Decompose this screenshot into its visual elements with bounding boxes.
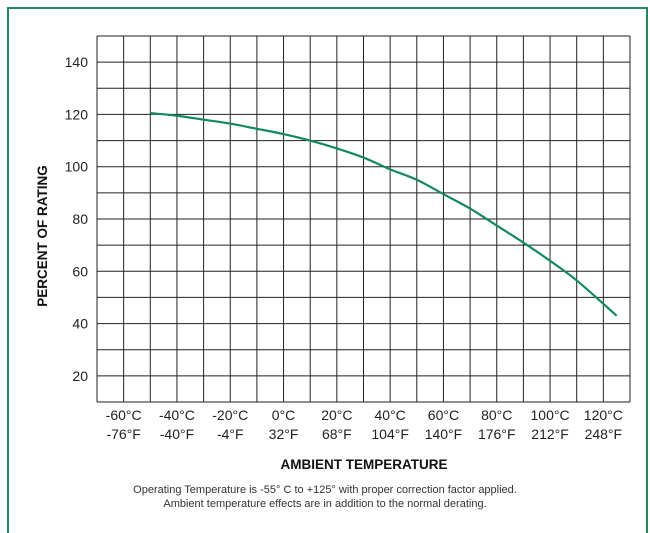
- x-tick-label-fahrenheit: 248°F: [585, 426, 623, 442]
- x-tick-label-fahrenheit: 68°F: [322, 426, 352, 442]
- y-tick-label: 40: [72, 316, 88, 332]
- x-tick-label-fahrenheit: 104°F: [371, 426, 409, 442]
- y-axis-label: PERCENT OF RATING: [35, 165, 50, 307]
- x-tick-label-celsius: 0°C: [272, 407, 296, 423]
- derating-chart: 20 40 60 80 100 120 140 -60°C -76°F -40°C -40°F -2…: [35, 35, 631, 472]
- x-tick-label-celsius: -20°C: [212, 407, 248, 423]
- x-tick-label-fahrenheit: 212°F: [531, 426, 569, 442]
- x-tick-label-fahrenheit: 32°F: [269, 426, 299, 442]
- x-tick-label-fahrenheit: 140°F: [425, 426, 463, 442]
- x-tick-label-fahrenheit: -40°F: [160, 426, 194, 442]
- grid: [96, 35, 631, 403]
- y-tick-label: 140: [65, 54, 89, 70]
- x-tick-label-celsius: -60°C: [106, 407, 142, 423]
- series-line: [150, 112, 618, 317]
- series-layer: [150, 112, 618, 317]
- x-tick-labels: -60°C -76°F -40°C -40°F -20°C -4°F 0°C 32°F 20°C…: [106, 407, 623, 442]
- x-tick-label-fahrenheit: -4°F: [217, 426, 244, 442]
- y-tick-label: 120: [65, 106, 89, 122]
- caption-line-1: Operating Temperature is -55° C to +125°…: [133, 484, 517, 496]
- chart-frame: [7, 7, 648, 533]
- x-tick-label-celsius: -40°C: [159, 407, 195, 423]
- x-tick-label-fahrenheit: 176°F: [478, 426, 516, 442]
- y-tick-label: 20: [72, 368, 88, 384]
- y-tick-labels: 20 40 60 80 100 120 140: [65, 54, 89, 384]
- x-tick-label-celsius: 100°C: [531, 407, 570, 423]
- x-tick-label-celsius: 60°C: [428, 407, 459, 423]
- x-tick-label-celsius: 120°C: [584, 407, 623, 423]
- caption-line-2: Ambient temperature effects are in addit…: [163, 498, 487, 510]
- y-tick-label: 100: [65, 159, 89, 175]
- y-tick-label: 80: [72, 211, 88, 227]
- x-tick-label-celsius: 20°C: [321, 407, 352, 423]
- x-tick-label-fahrenheit: -76°F: [106, 426, 140, 442]
- x-tick-label-celsius: 40°C: [375, 407, 406, 423]
- y-tick-label: 60: [72, 263, 88, 279]
- caption: Operating Temperature is -55° C to +125°…: [0, 483, 650, 511]
- x-tick-label-celsius: 80°C: [481, 407, 512, 423]
- x-axis-label: AMBIENT TEMPERATURE: [281, 457, 448, 472]
